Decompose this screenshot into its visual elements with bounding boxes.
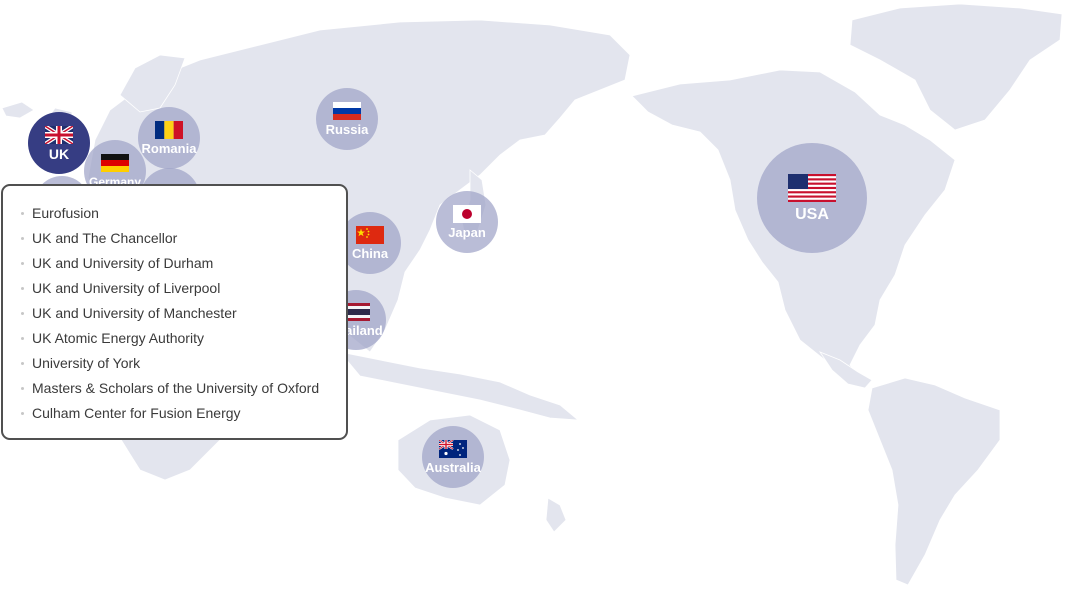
country-marker-usa[interactable]: USA [757,143,867,253]
country-marker-australia[interactable]: Australia [422,426,484,488]
partner-item: UK and University of Manchester [19,303,346,328]
partner-item: UK and University of Durham [19,253,346,278]
land-new-zealand [545,497,567,533]
partner-item: Masters & Scholars of the University of … [19,378,346,403]
country-label-romania: Romania [141,140,197,156]
land-south-america [867,377,1001,586]
country-label-russia: Russia [325,121,369,137]
partner-item: University of York [19,353,346,378]
country-marker-romania[interactable]: Romania [138,107,200,169]
country-label-japan: Japan [448,224,486,240]
country-label-uk: UK [48,145,70,162]
country-marker-russia[interactable]: Russia [316,88,378,150]
australia-flag-icon [439,439,467,458]
us-flag-icon [788,174,836,202]
partner-item: Eurofusion [19,203,346,228]
china-flag-icon [356,225,384,244]
country-marker-japan[interactable]: Japan [436,191,498,253]
country-marker-china[interactable]: China [339,212,401,274]
partner-list: Eurofusion UK and The Chancellor UK and … [19,203,346,428]
land-scandinavia [119,54,186,113]
country-label-australia: Australia [425,459,481,475]
land-greenland [849,3,1063,131]
country-label-china: China [351,245,389,261]
land-maritime-asia [338,351,580,421]
country-marker-uk[interactable]: UK [28,112,90,174]
country-label-usa: USA [795,206,829,223]
partner-item: UK Atomic Energy Authority [19,328,346,353]
partner-item: UK and The Chancellor [19,228,346,253]
romania-flag-icon [155,120,183,139]
land-central-america [818,351,873,389]
land-iceland [1,101,35,119]
germany-flag-icon [101,153,129,172]
russia-flag-icon [333,101,361,120]
thailand-flag-icon [342,302,370,321]
partner-item: UK and University of Liverpool [19,278,346,303]
japan-flag-icon [453,204,481,223]
partner-list-popup: Eurofusion UK and The Chancellor UK and … [1,184,348,440]
partner-item: Culham Center for Fusion Energy [19,403,346,428]
uk-flag-icon [45,125,73,144]
